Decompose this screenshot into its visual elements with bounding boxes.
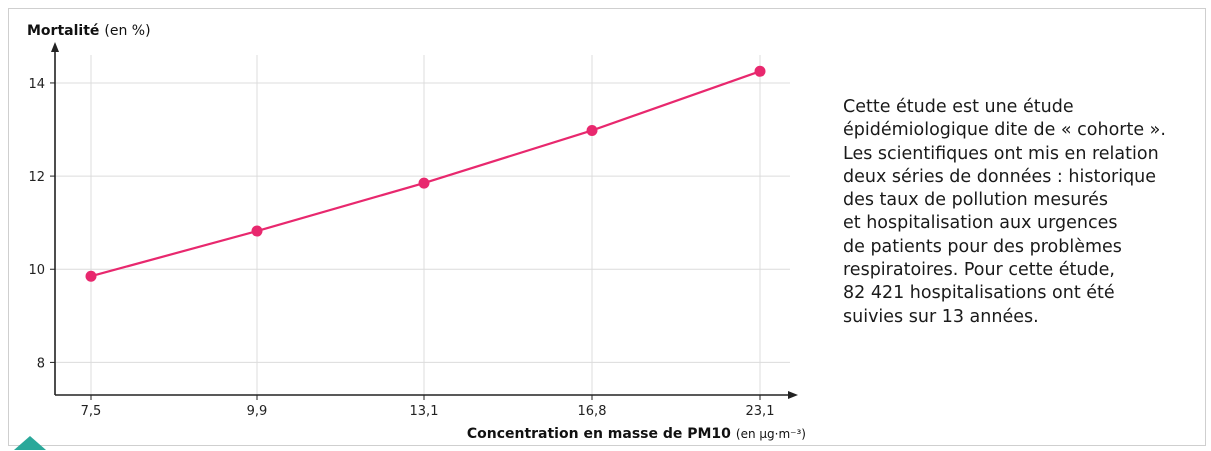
- caption-line: de patients pour des problèmes: [843, 236, 1122, 257]
- y-axis-unit: (en %): [104, 23, 150, 39]
- figure-frame: [8, 8, 1206, 446]
- x-tick-label: 16,8: [578, 404, 607, 419]
- caption-line: des taux de pollution mesurés: [843, 190, 1109, 211]
- caption-line: respiratoires. Pour cette étude,: [843, 260, 1115, 281]
- grid: [55, 55, 790, 395]
- y-axis-arrow-icon: [51, 42, 59, 52]
- y-tick-label: 14: [28, 77, 45, 92]
- line-chart: 8 10 12 14 7,5 9,9 13,1 16,8 23,1 Mortalité (en %…: [27, 23, 806, 442]
- caption-line: épidémiologique dite de « cohorte ».: [843, 120, 1166, 141]
- caption-line: deux séries de données : historique: [843, 166, 1157, 187]
- x-tick-label: 23,1: [746, 404, 775, 419]
- x-axis-label: Concentration en masse de PM10: [467, 426, 731, 442]
- y-axis-label: Mortalité: [27, 23, 99, 39]
- data-point: [754, 65, 766, 77]
- y-tick-label: 12: [28, 170, 45, 185]
- caption-line: et hospitalisation aux urgences: [843, 213, 1118, 234]
- corner-triangle-icon: [14, 436, 46, 450]
- x-axis-title: Concentration en masse de PM10 (en µg·m⁻³…: [467, 426, 806, 442]
- x-axis-unit: (en µg·m⁻³): [736, 427, 806, 441]
- tick-labels: 8 10 12 14 7,5 9,9 13,1 16,8 23,1: [28, 77, 774, 419]
- series-line: [90, 70, 761, 278]
- data-point: [251, 225, 263, 237]
- y-axis-title: Mortalité (en %): [27, 23, 151, 39]
- data-point: [418, 177, 430, 189]
- x-tick-label: 7,5: [81, 404, 102, 419]
- data-point: [85, 270, 97, 282]
- caption-text: Cette étude est une étude épidémiologiqu…: [843, 96, 1203, 329]
- y-tick-label: 8: [37, 356, 45, 371]
- series: [85, 65, 766, 282]
- caption-line: 82 421 hospitalisations ont été: [843, 283, 1115, 304]
- caption-line: Cette étude est une étude: [843, 97, 1074, 117]
- caption-line: Les scientifiques ont mis en relation: [843, 143, 1159, 164]
- x-tick-label: 9,9: [247, 404, 268, 419]
- axes: [50, 42, 798, 400]
- data-point: [586, 124, 598, 136]
- x-axis-arrow-icon: [788, 391, 798, 399]
- y-tick-label: 10: [28, 263, 45, 278]
- x-tick-label: 13,1: [410, 404, 439, 419]
- caption-line: suivies sur 13 années.: [843, 306, 1039, 327]
